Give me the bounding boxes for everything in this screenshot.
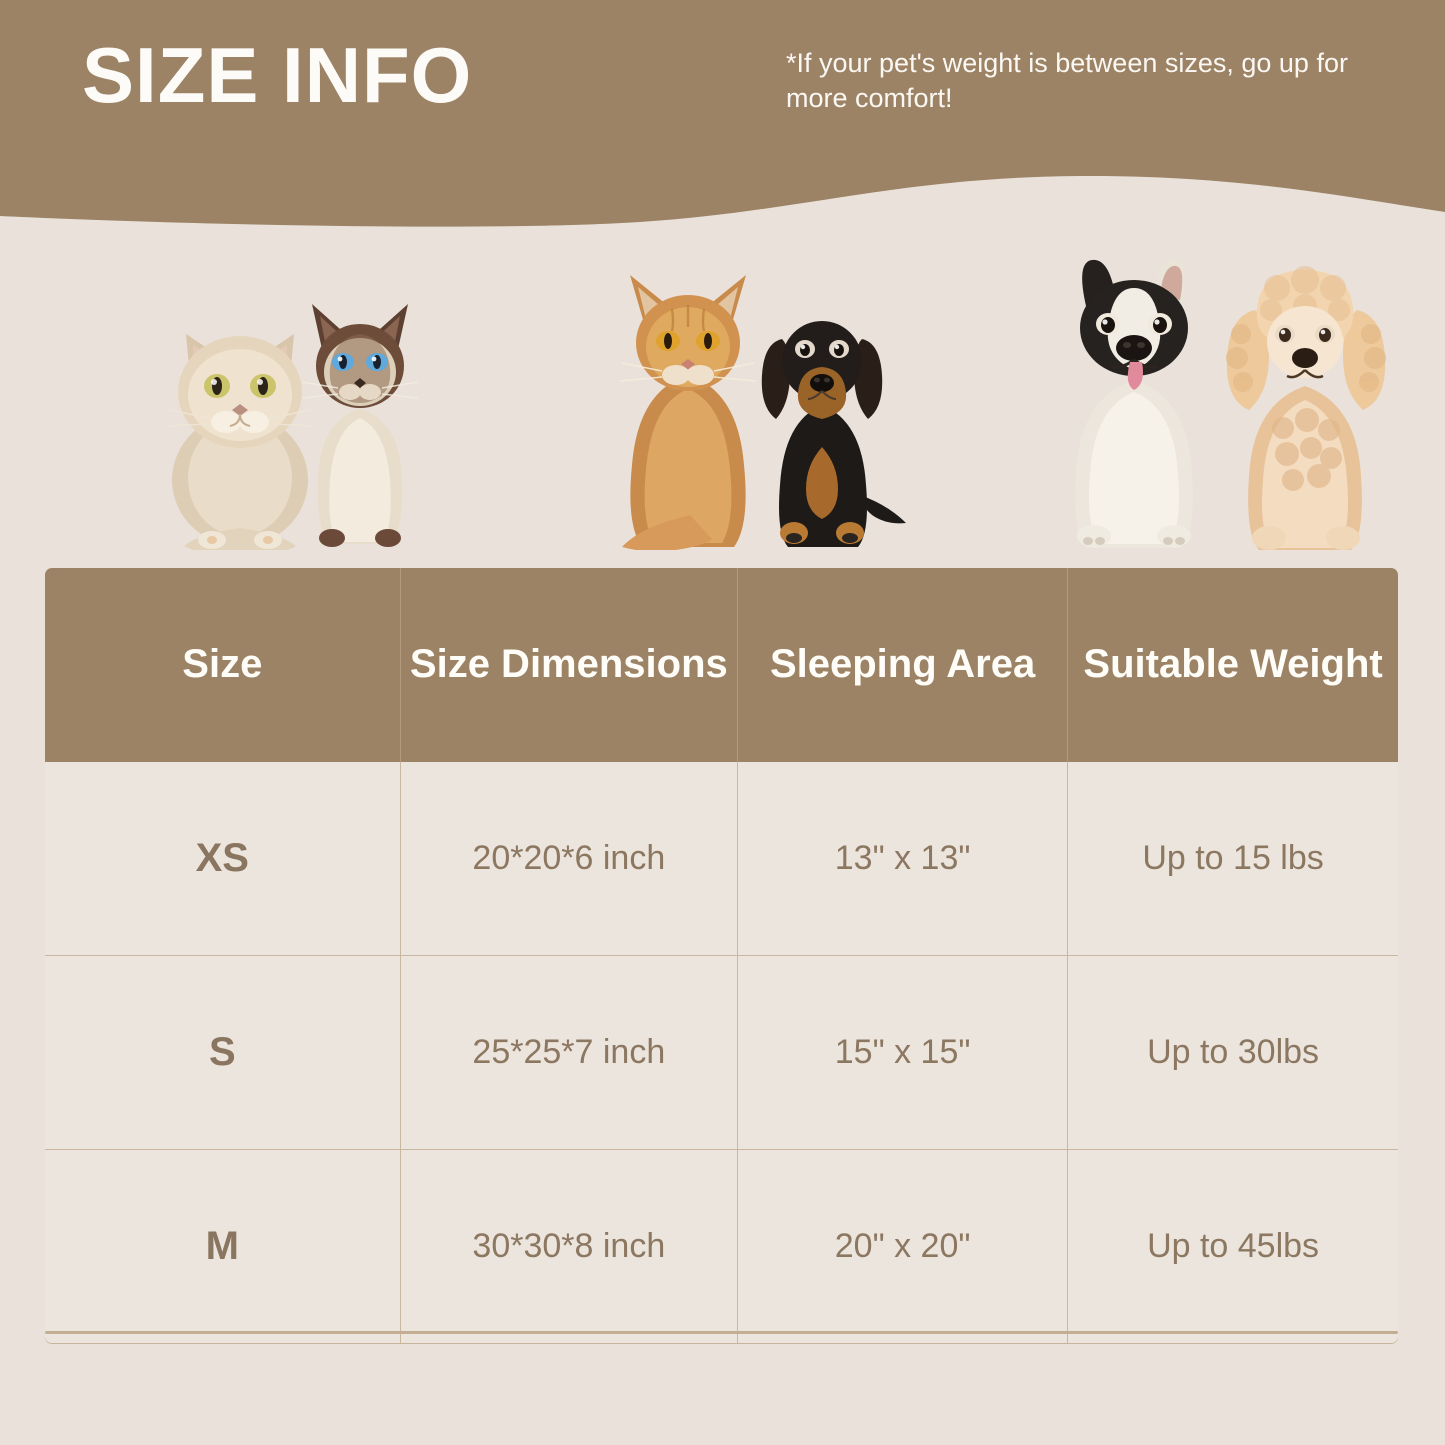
- table-header-row: Size Size Dimensions Sleeping Area Suita…: [45, 568, 1398, 762]
- french-bulldog-illustration: [1075, 259, 1193, 548]
- header-note: *If your pet's weight is between sizes, …: [786, 48, 1348, 113]
- cell-weight: Up to 45lbs: [1068, 1150, 1398, 1343]
- table-bottom-rule: [45, 1331, 1398, 1334]
- cell-weight: Up to 30lbs: [1068, 956, 1398, 1150]
- size-table: Size Size Dimensions Sleeping Area Suita…: [45, 568, 1398, 1343]
- table-row: M 30*30*8 inch 20" x 20" Up to 45lbs: [45, 1150, 1398, 1343]
- pet-group-xs: XS: [0, 240, 480, 763]
- table-row: S 25*25*7 inch 15" x 15" Up to 30lbs: [45, 956, 1398, 1150]
- header-band: SIZE INFO *If your pet's weight is betwe…: [0, 0, 1445, 240]
- persian-cat-illustration: [167, 334, 313, 550]
- pet-group-m: M: [960, 240, 1390, 763]
- pet-group-s: S: [520, 240, 940, 763]
- column-header-suitable-weight: Suitable Weight: [1068, 568, 1398, 762]
- cell-sleeping-area: 15" x 15": [738, 956, 1069, 1150]
- table-row: XS 20*20*6 inch 13" x 13" Up to 15 lbs: [45, 762, 1398, 956]
- cell-dimensions: 30*30*8 inch: [400, 1150, 739, 1343]
- maine-coon-cat-illustration: [619, 275, 757, 550]
- poodle-illustration: [1226, 266, 1386, 550]
- dachshund-illustration: [761, 321, 906, 547]
- cell-size: XS: [45, 762, 401, 956]
- column-header-sleeping-area: Sleeping Area: [738, 568, 1069, 762]
- siamese-cat-illustration: [301, 304, 419, 547]
- cell-weight: Up to 15 lbs: [1068, 762, 1398, 956]
- column-header-size: Size: [45, 568, 401, 762]
- column-header-size-dimensions: Size Dimensions: [400, 568, 739, 762]
- cell-sleeping-area: 20" x 20": [738, 1150, 1069, 1343]
- page-title: SIZE INFO: [82, 31, 473, 119]
- table-header: Size Size Dimensions Sleeping Area Suita…: [45, 568, 1398, 762]
- cell-size: S: [45, 956, 401, 1150]
- table-body: XS 20*20*6 inch 13" x 13" Up to 15 lbs S…: [45, 762, 1398, 1343]
- cell-size: M: [45, 1150, 401, 1343]
- cell-sleeping-area: 13" x 13": [738, 762, 1069, 956]
- cell-dimensions: 25*25*7 inch: [400, 956, 739, 1150]
- cell-dimensions: 20*20*6 inch: [400, 762, 739, 956]
- header-wave-shape: [0, 0, 1445, 227]
